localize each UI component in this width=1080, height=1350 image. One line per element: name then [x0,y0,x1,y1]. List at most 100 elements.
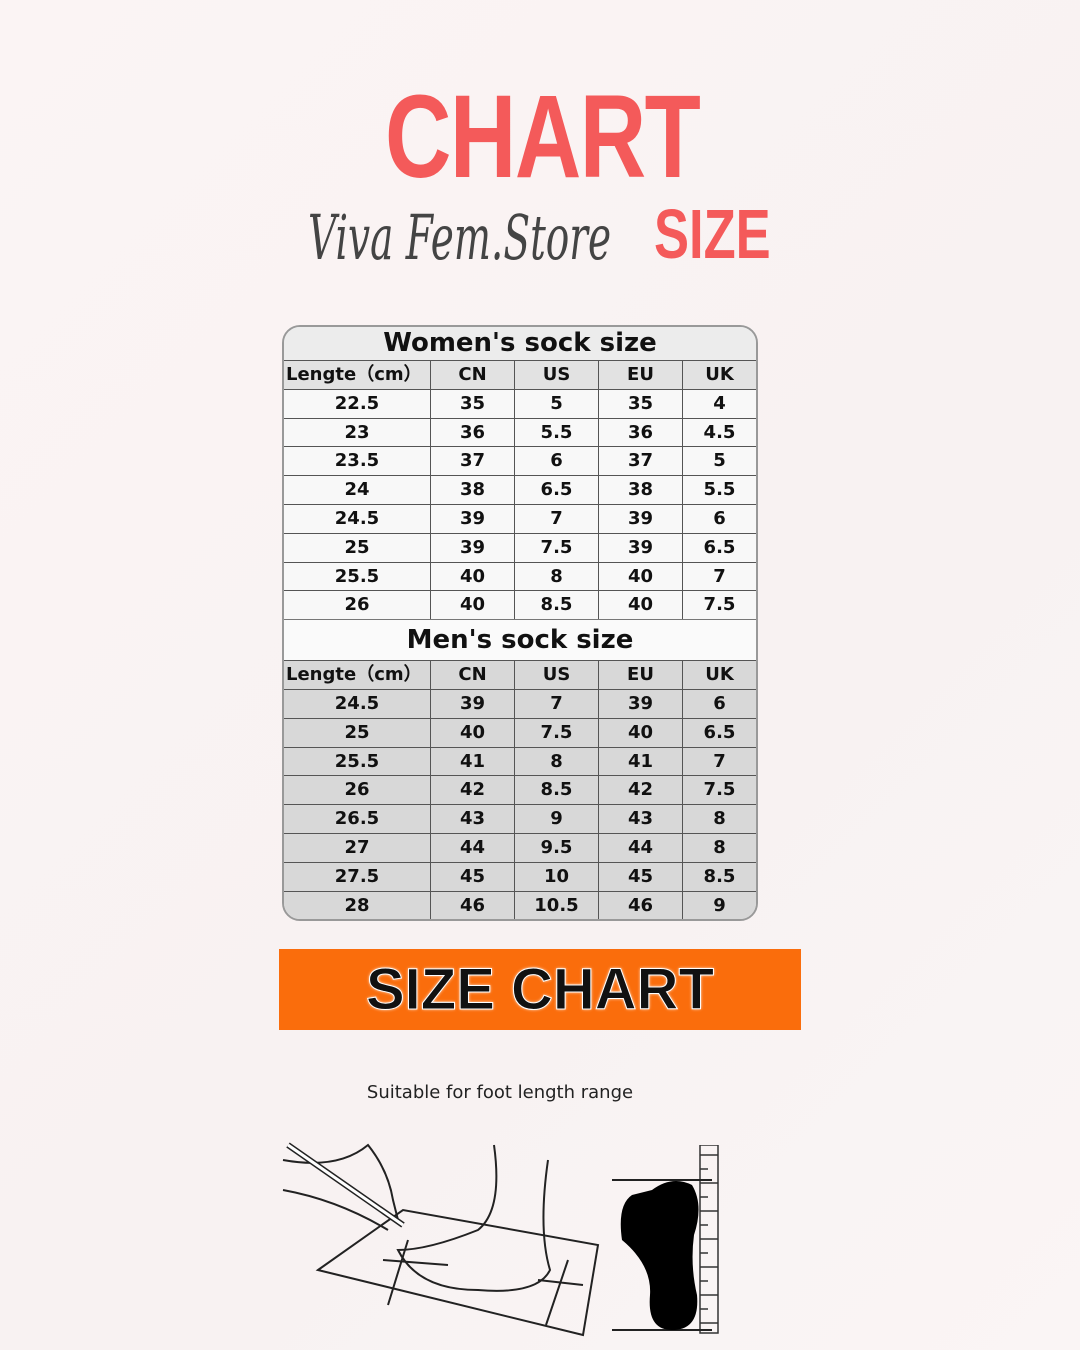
table-cell: 35 [598,389,682,418]
column-header: US [514,661,598,689]
table-cell: 39 [430,533,514,562]
column-header: UK [682,361,756,389]
table-cell: 36 [598,418,682,447]
column-header: UK [682,661,756,689]
table-cell: 37 [598,447,682,476]
title-size: SIZE [654,195,771,273]
caption: Suitable for foot length range [366,1082,634,1103]
table-cell: 6.5 [514,476,598,504]
table-cell: 45 [430,862,514,891]
table-row: 25.5 40 8 40 7 [284,561,756,591]
table-cell: 38 [598,476,682,504]
column-header: EU [598,361,682,389]
table-cell: 8.5 [514,591,598,620]
table-row: 24.5 39 7 39 6 [284,688,756,718]
table-cell: 25 [344,721,370,743]
table-cell: 6.5 [682,718,756,747]
table-cell: 45 [598,862,682,891]
table-cell: 6.5 [682,533,756,562]
table-row: 24 38 6.5 38 5.5 [284,475,756,504]
table-row: 26 42 8.5 42 7.5 [284,775,756,805]
table-cell: 4.5 [682,418,756,447]
table-cell: 41 [598,747,682,776]
column-header: Lengte（cm） [286,664,422,686]
foot-measure-icon [612,1145,719,1334]
table-row: 24.5 39 7 39 6 [284,503,756,533]
table-cell: 26.5 [334,808,380,830]
table-cell: 40 [430,562,514,591]
table-cell: 46 [598,891,682,920]
table-cell: 39 [598,689,682,718]
women-title: Women's sock size [284,327,756,360]
table-cell: 43 [430,805,514,833]
table-cell: 6 [682,504,756,533]
men-title: Men's sock size [284,619,756,661]
table-cell: 42 [430,776,514,805]
table-cell: 7.5 [514,718,598,747]
table-cell: 7 [514,689,598,718]
table-cell: 24.5 [334,692,380,714]
table-cell: 4 [682,389,756,418]
table-cell: 5 [682,447,756,476]
table-cell: 8 [682,805,756,833]
table-cell: 44 [598,833,682,862]
table-row: 28 46 10.5 46 9 [284,890,756,920]
men-header-row: Lengte（cm） CN US EU UK [284,660,756,689]
table-cell: 39 [598,533,682,562]
table-cell: 8 [514,747,598,776]
table-cell: 6 [682,689,756,718]
column-header: CN [430,361,514,389]
table-cell: 7.5 [514,533,598,562]
column-header: EU [598,661,682,689]
table-cell: 7.5 [682,776,756,805]
table-row: 25 40 7.5 40 6.5 [284,717,756,747]
table-row: 26 40 8.5 40 7.5 [284,590,756,620]
table-cell: 40 [598,591,682,620]
table-cell: 7.5 [682,591,756,620]
table-cell: 23.5 [334,450,380,472]
table-row: 26.5 43 9 43 8 [284,804,756,833]
table-cell: 7 [514,504,598,533]
table-cell: 40 [430,591,514,620]
table-row: 27 44 9.5 44 8 [284,832,756,862]
table-cell: 39 [598,504,682,533]
table-cell: 24 [344,479,370,501]
table-cell: 40 [598,718,682,747]
table-row: 25.5 41 8 41 7 [284,746,756,776]
men-section: Men's sock size Lengte（cm） CN US EU UK 24.5 3… [284,619,756,920]
table-cell: 7 [682,747,756,776]
title-chart: CHART [385,71,701,203]
table-cell: 24.5 [334,507,380,529]
table-cell: 38 [430,476,514,504]
table-cell: 5.5 [682,476,756,504]
table-cell: 40 [598,562,682,591]
table-row: 27.5 45 10 45 8.5 [284,861,756,891]
table-cell: 8.5 [682,862,756,891]
table-cell: 41 [430,747,514,776]
table-row: 23 36 5.5 36 4.5 [284,417,756,447]
table-cell: 8 [514,562,598,591]
table-cell: 42 [598,776,682,805]
table-cell: 5.5 [514,418,598,447]
table-cell: 28 [344,894,370,916]
table-cell: 23 [344,421,370,443]
table-cell: 27 [344,836,370,858]
store-logo: Viva Fem.Store [308,201,612,274]
table-cell: 26 [344,779,370,801]
table-row: 22.5 35 5 35 4 [284,388,756,418]
table-cell: 8.5 [514,776,598,805]
table-cell: 40 [430,718,514,747]
table-cell: 43 [598,805,682,833]
table-cell: 36 [430,418,514,447]
table-cell: 25.5 [334,565,380,587]
table-cell: 27.5 [334,865,380,887]
table-row: 25 39 7.5 39 6.5 [284,532,756,562]
table-cell: 39 [430,689,514,718]
table-cell: 5 [514,389,598,418]
women-section: Women's sock size Lengte（cm） CN US EU UK 22.… [284,327,756,620]
table-cell: 10.5 [514,891,598,920]
table-cell: 35 [430,389,514,418]
table-cell: 6 [514,447,598,476]
column-header: CN [430,661,514,689]
table-cell: 26 [344,594,370,616]
